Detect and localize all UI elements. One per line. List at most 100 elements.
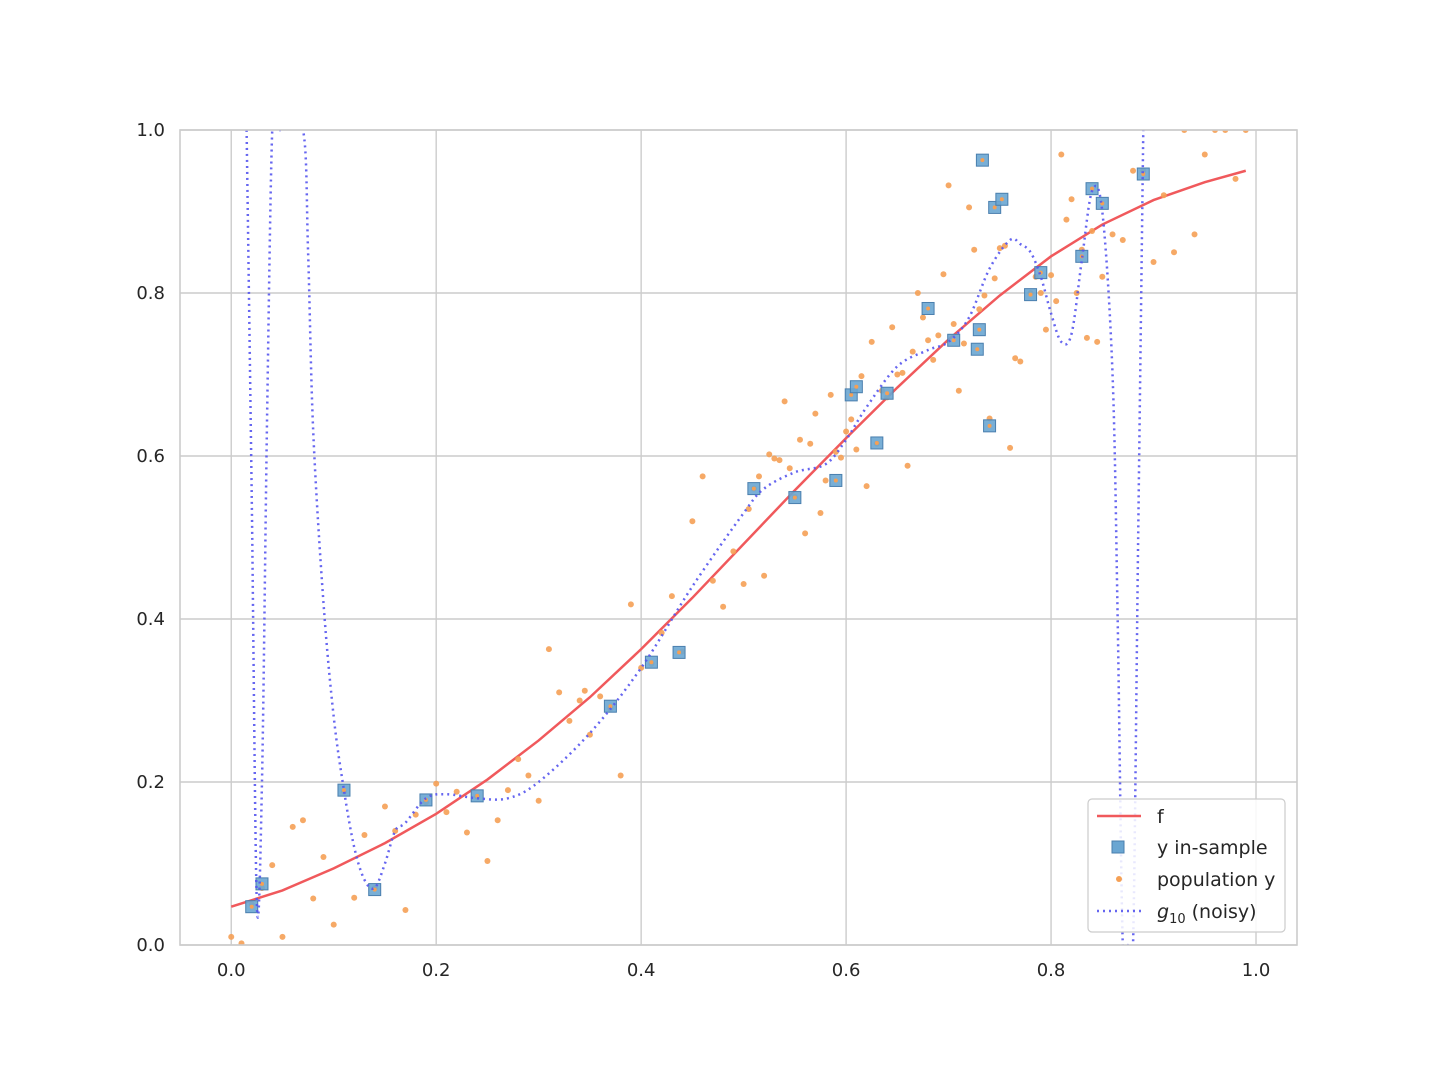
y-tick-label: 0.6 [136,446,165,467]
population-point [627,601,634,608]
population-point [837,454,844,461]
population-point [817,510,824,517]
in-sample-point-center [849,392,854,397]
population-point [1109,231,1116,238]
x-tick-label: 0.0 [217,960,246,981]
population-point [699,473,706,480]
population-point [463,829,470,836]
population-point [1150,259,1157,266]
population-point [1171,249,1178,256]
population-point [1012,355,1019,362]
in-sample-point-center [751,486,756,491]
series-f-line [230,169,1247,908]
population-point [289,823,296,830]
population-point [668,593,675,600]
population-point [545,646,552,653]
population-point [807,440,814,447]
population-point [935,332,942,339]
population-point [776,457,783,464]
population-point [576,697,583,704]
population-point [930,356,937,363]
population-point [1068,196,1075,203]
population-point [581,687,588,694]
population-point [720,603,727,610]
population-point [858,373,865,380]
population-point [443,809,450,816]
x-tick-label: 0.4 [627,960,656,981]
population-point [945,182,952,189]
in-sample-point-center [341,788,346,793]
population-point [755,473,762,480]
population-point [709,577,716,584]
population-point [597,693,604,700]
population-point [863,483,870,490]
population-point [925,337,932,344]
in-sample-point-center [951,338,956,343]
population-point [971,246,978,253]
in-sample-point-center [475,793,480,798]
population-point [1042,326,1049,333]
population-point [381,803,388,810]
in-sample-point-center [975,347,980,352]
legend: f y in-sample population y g10 (noisy) [1087,798,1286,933]
population-point [740,580,747,587]
population-point [1048,272,1055,279]
in-sample-point-center [1090,186,1095,191]
population-point [228,933,235,940]
in-sample-point-center [833,478,838,483]
in-sample-point-center [372,887,377,892]
series-g10-line [245,130,1145,945]
population-point [781,398,788,405]
population-point [361,831,368,838]
legend-label-f: f [1157,806,1165,828]
population-point [299,817,306,824]
population-point [812,410,819,417]
population-point [996,245,1003,252]
population-point [981,292,988,299]
population-point [1191,231,1198,238]
population-point [566,717,573,724]
x-tick-label: 0.2 [422,960,451,981]
population-point [1063,216,1070,223]
population-point [802,530,809,537]
population-point [402,906,409,913]
in-sample-point-center [992,205,997,210]
population-point [950,320,957,327]
in-sample-point-center [649,660,654,665]
y-tick-label: 0.0 [136,935,165,956]
population-point [976,306,983,313]
population-point [899,369,906,376]
x-tick-label: 0.6 [832,960,861,981]
population-point [745,505,752,512]
population-point [238,940,245,945]
population-point [843,428,850,435]
legend-label-g10: g10 (noisy) [1157,901,1257,927]
population-point [330,921,337,928]
population-point [909,348,916,355]
population-point [433,780,440,787]
population-point [786,465,793,472]
y-tick-label: 1.0 [136,120,165,141]
population-point [827,391,834,398]
legend-in-sample-marker [1111,840,1125,854]
population-point [894,371,901,378]
population-point [269,862,276,869]
population-point [1119,237,1126,244]
population-point [1089,228,1096,235]
population-point [1160,192,1167,199]
population-point [279,933,286,940]
population-point [730,548,737,555]
population-point [504,787,511,794]
in-sample-point-center [926,306,931,311]
population-point [796,436,803,443]
population-point [848,416,855,423]
in-sample-point-center [885,391,890,396]
in-sample-point-center [854,384,859,389]
x-tick-label: 1.0 [1242,960,1271,981]
population-point [991,275,998,282]
population-point [525,772,532,779]
population-point [919,314,926,321]
population-point [1017,358,1024,365]
y-tick-label: 0.4 [136,609,165,630]
population-point [868,338,875,345]
